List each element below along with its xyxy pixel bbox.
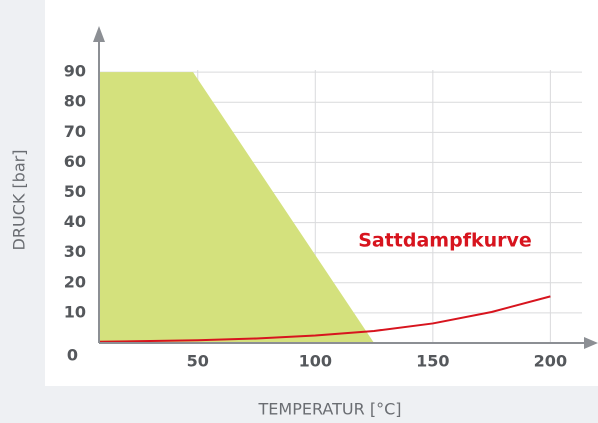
line [98,295,551,343]
y-axis-arrow [93,26,105,42]
x-tick-label: 200 [534,352,567,371]
y-tick-label: 10 [64,302,86,321]
y-tick-label: 50 [64,182,86,201]
y-tick-label: 60 [64,152,86,171]
y-tick-label: 0 [67,346,78,365]
y-axis-label: DRUCK [bar] [10,150,29,251]
x-axis-arrow [584,337,598,349]
series-label: Sattdampfkurve [358,230,532,252]
x-tick-label: 150 [416,352,449,371]
area [99,72,375,343]
y-tick-label: 80 [64,92,86,111]
y-tick-label: 40 [64,212,86,231]
y-tick-label: 20 [64,272,86,291]
x-axis-label: TEMPERATUR [°C] [258,400,402,419]
x-tick-label: 100 [299,352,332,371]
x-tick-label: 50 [187,352,209,371]
y-tick-label: 70 [64,122,86,141]
y-tick-label: 30 [64,242,86,261]
y-tick-label: 90 [64,62,86,81]
